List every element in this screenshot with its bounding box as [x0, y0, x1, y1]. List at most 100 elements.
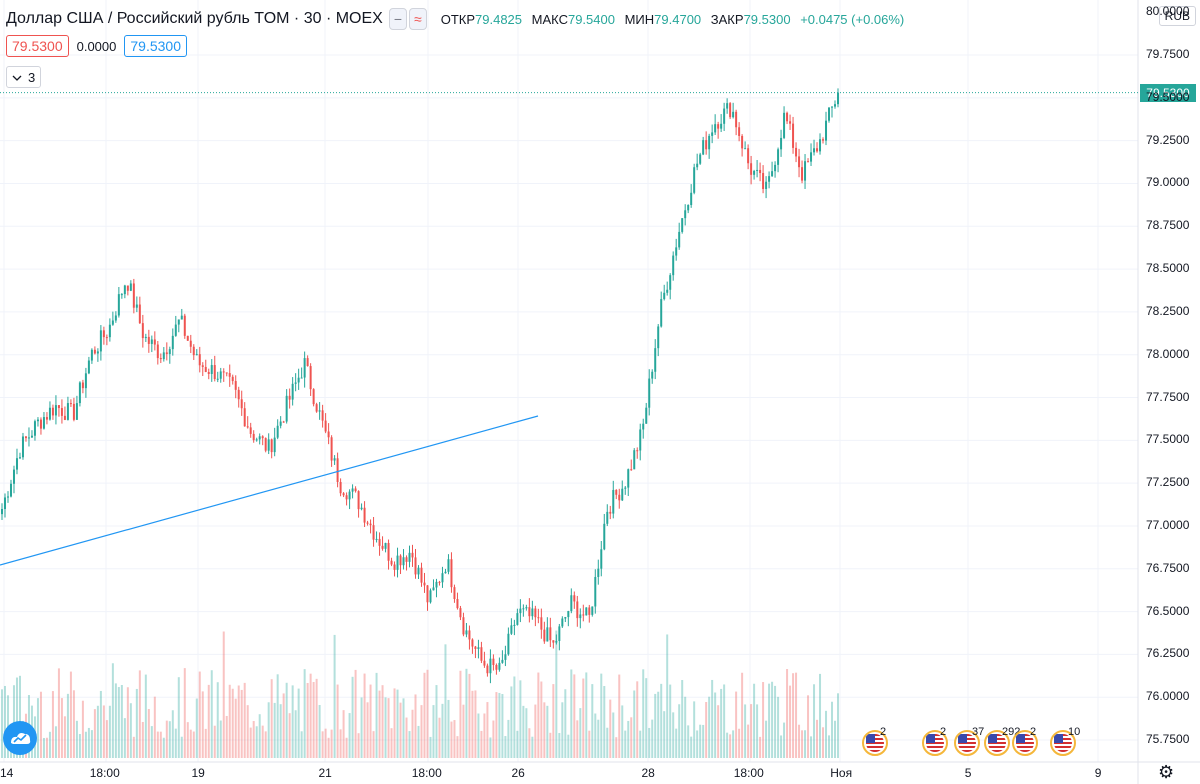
volume-bar — [498, 692, 501, 758]
volume-bar — [177, 677, 180, 758]
candle-body — [639, 429, 642, 451]
event-flag-1[interactable] — [862, 730, 888, 756]
candle-body — [195, 354, 198, 356]
compare-button[interactable]: ≈ — [409, 8, 427, 30]
hide-button[interactable]: − — [388, 8, 408, 30]
event-count: 2 — [940, 726, 947, 738]
sell-price-button[interactable]: 79.5300 — [6, 35, 69, 57]
candle-body — [819, 139, 822, 152]
volume-bar — [546, 705, 549, 758]
volume-bar — [720, 688, 723, 758]
volume-bar — [462, 704, 465, 758]
volume-bar — [153, 696, 156, 758]
candle-body — [162, 352, 165, 360]
candle-body — [810, 152, 813, 162]
candle-body — [690, 192, 693, 205]
candle-body — [117, 294, 120, 316]
volume-bar — [501, 694, 504, 758]
candle-body — [777, 149, 780, 165]
candle-body — [144, 336, 147, 339]
volume-bar — [513, 676, 516, 758]
candle-body — [165, 352, 168, 355]
volume-bar — [507, 719, 510, 758]
volume-bar — [681, 680, 684, 758]
candle-body — [327, 431, 330, 438]
candle-body — [198, 354, 201, 366]
volume-bar — [684, 696, 687, 758]
candle-body — [798, 156, 801, 168]
indicators-toggle-button[interactable]: 3 — [6, 66, 42, 88]
volume-bar — [411, 709, 414, 758]
volume-bar — [825, 710, 828, 758]
gear-icon[interactable]: ⚙ — [1158, 762, 1175, 782]
volume-bar — [123, 718, 126, 758]
volume-bar — [666, 634, 669, 758]
low-key: МИН — [624, 11, 655, 27]
volume-bar — [57, 668, 60, 758]
candle-body — [450, 559, 453, 588]
volume-bar — [474, 690, 477, 758]
event-flag-2[interactable] — [922, 730, 948, 756]
candle-body — [573, 595, 576, 602]
symbol-title[interactable]: Доллар США / Российский рубль TOM · 30 ·… — [6, 10, 383, 27]
volume-bar — [192, 731, 195, 758]
event-flag-3[interactable] — [954, 730, 980, 756]
candle-body — [540, 617, 543, 630]
candle-body — [672, 255, 675, 276]
currency-badge[interactable]: RUB — [1158, 6, 1196, 26]
trendline — [0, 415, 539, 566]
price-tick-label: 77.7500 — [1146, 389, 1190, 404]
volume-bar — [609, 699, 612, 758]
volume-bar — [429, 736, 432, 758]
candle-body — [378, 538, 381, 546]
us-flag-icon — [866, 734, 884, 752]
volume-bar — [321, 731, 324, 758]
volume-bar — [117, 687, 120, 758]
volume-bar — [219, 720, 222, 758]
volume-bar — [258, 714, 261, 758]
candle-body — [207, 371, 210, 375]
volume-bar — [225, 715, 228, 758]
candle-body — [36, 419, 39, 422]
candle-body — [15, 458, 18, 470]
volume-bar — [372, 731, 375, 758]
candle-body — [252, 433, 255, 441]
candle-body — [9, 483, 12, 497]
volume-bar — [756, 704, 759, 758]
candle-body — [99, 330, 102, 352]
candle-body — [645, 407, 648, 424]
volume-bar — [417, 725, 420, 758]
candle-body — [792, 123, 795, 148]
candle-body — [654, 348, 657, 372]
candle-body — [111, 320, 114, 325]
event-flag-6[interactable] — [1050, 730, 1076, 756]
volume-bar — [597, 719, 600, 758]
price-tick-label: 79.5000 — [1146, 89, 1190, 104]
candle-body — [360, 507, 363, 510]
volume-bar — [312, 682, 315, 758]
volume-bar — [243, 682, 246, 758]
candle-body — [642, 423, 645, 430]
volume-bar — [216, 682, 219, 758]
event-flag-5[interactable] — [1012, 730, 1038, 756]
volume-bar — [300, 731, 303, 758]
candle-body — [348, 491, 351, 500]
volume-bar — [651, 719, 654, 758]
price-tick-label: 76.2500 — [1146, 646, 1190, 661]
candle-body — [24, 436, 27, 439]
volume-bar — [75, 720, 78, 758]
event-count: 37 — [972, 726, 985, 738]
volume-bar — [60, 698, 63, 758]
volume-bar — [423, 672, 426, 758]
candle-body — [441, 573, 444, 583]
event-flag-4[interactable] — [984, 730, 1010, 756]
volume-bar — [834, 720, 837, 758]
volume-bar — [63, 716, 66, 758]
candle-body — [228, 373, 231, 377]
volume-bar — [318, 705, 321, 758]
volume-bar — [570, 669, 573, 758]
buy-price-button[interactable]: 79.5300 — [124, 35, 187, 57]
candle-body — [822, 139, 825, 141]
volume-bar — [678, 704, 681, 758]
